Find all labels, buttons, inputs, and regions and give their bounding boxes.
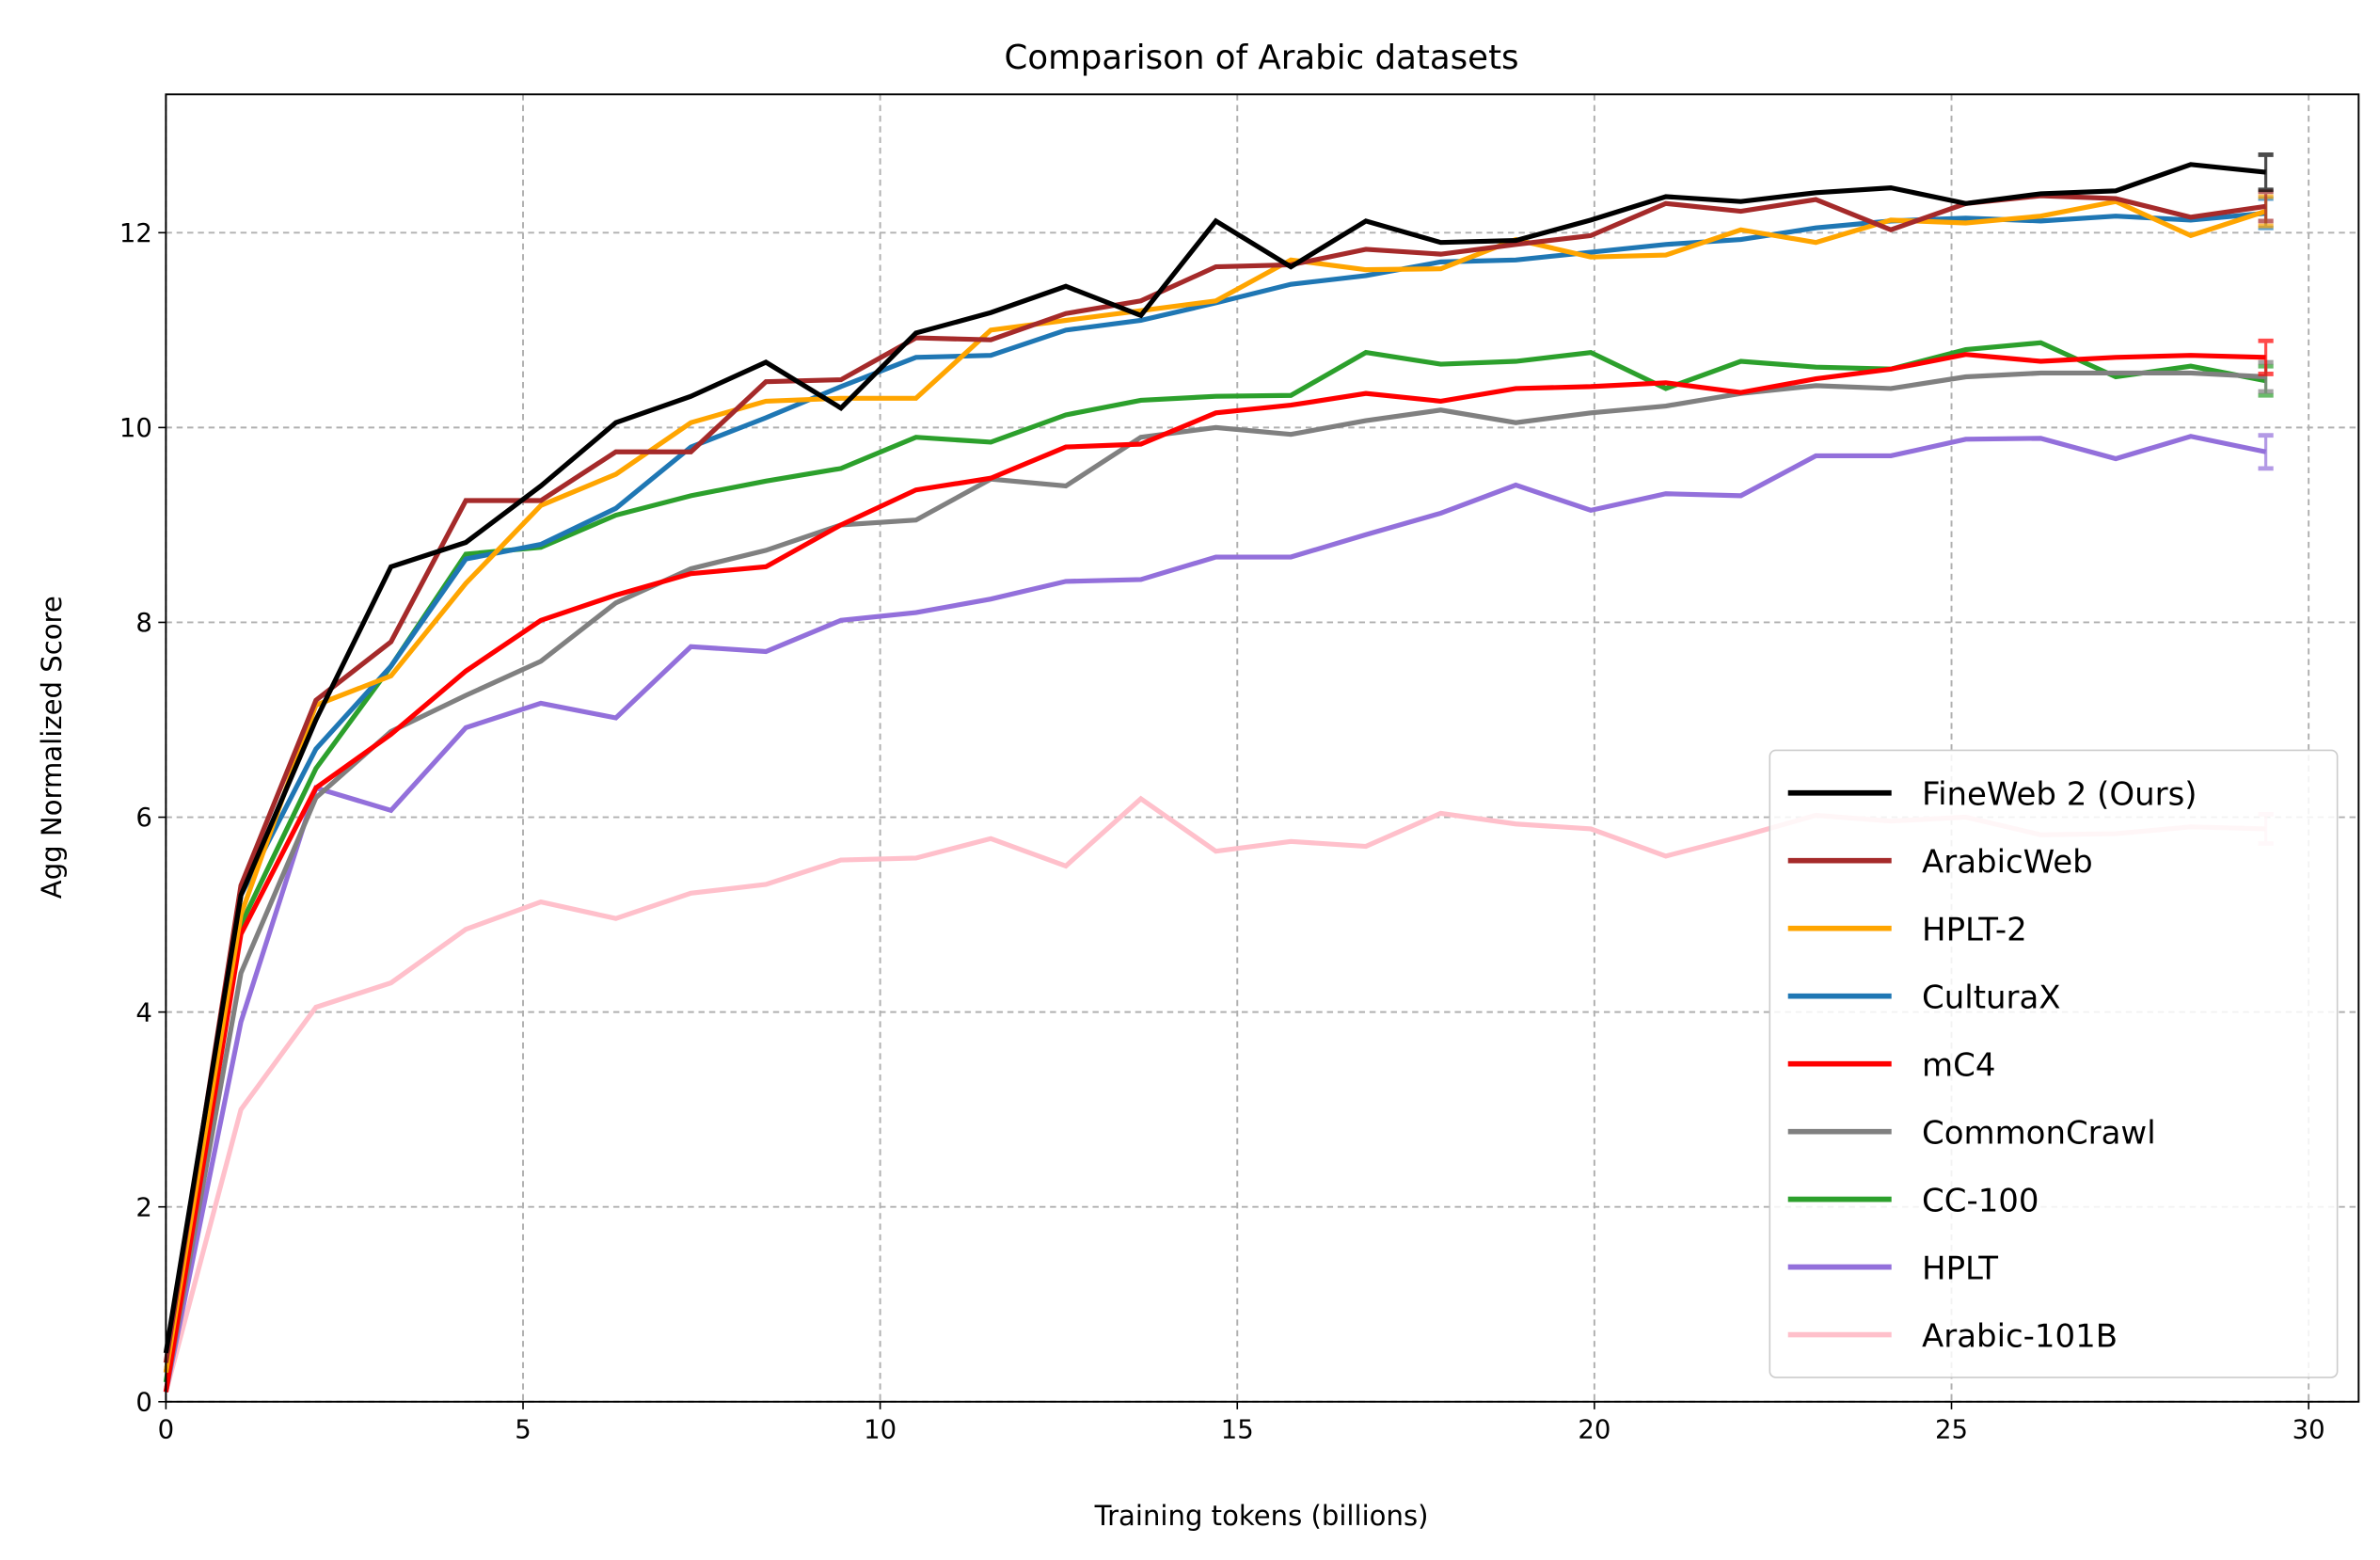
series-line-hplt xyxy=(163,434,2267,1393)
x-axis-label: Training tokens (billions) xyxy=(1094,1500,1429,1532)
y-tick-label: 10 xyxy=(119,413,152,443)
x-tick-label: 5 xyxy=(515,1415,532,1445)
legend-item: CC-100 xyxy=(1787,1183,2039,1220)
y-tick-label: 8 xyxy=(135,608,152,638)
legend-item: Arabic-101B xyxy=(1787,1318,2118,1356)
legend-item: HPLT xyxy=(1787,1250,1998,1288)
x-tick-label: 25 xyxy=(1935,1415,1968,1445)
legend-box xyxy=(1769,749,2339,1378)
series-line-fineweb-2-ours xyxy=(163,162,2266,1354)
y-tick-label: 4 xyxy=(135,997,152,1027)
legend-label: CC-100 xyxy=(1922,1183,2039,1220)
y-tick-label: 6 xyxy=(135,803,152,833)
legend: FineWeb 2 (Ours) ArabicWeb HPLT-2 CulturaX m… xyxy=(1769,749,2339,1378)
legend-label: HPLT xyxy=(1922,1250,1998,1288)
legend-label: CommonCrawl xyxy=(1922,1115,2156,1153)
series-lines xyxy=(163,152,2274,1393)
error-bar-fineweb-2-ours xyxy=(2258,152,2274,193)
error-bar-mc4 xyxy=(2258,338,2274,376)
y-tick-label: 0 xyxy=(135,1387,152,1417)
legend-label: FineWeb 2 (Ours) xyxy=(1922,776,2198,814)
y-tick-label: 12 xyxy=(119,218,152,248)
legend-label: HPLT-2 xyxy=(1922,912,2027,949)
plot-frame xyxy=(165,93,2360,1403)
ticks: 0 5 10 15 20 25 30 0 2 4 6 8 10 12 xyxy=(119,218,2325,1445)
legend-label: Arabic-101B xyxy=(1922,1318,2118,1356)
x-tick-label: 15 xyxy=(1221,1415,1254,1445)
legend-item: ArabicWeb xyxy=(1787,844,2093,882)
legend-label: CulturaX xyxy=(1922,979,2061,1017)
error-bar-hplt xyxy=(2258,433,2274,471)
legend-label: mC4 xyxy=(1922,1047,1995,1085)
series-line-arabicweb xyxy=(163,193,2266,1363)
x-tick-label: 20 xyxy=(1578,1415,1610,1445)
legend-item: CommonCrawl xyxy=(1787,1115,2156,1153)
x-tick-label: 10 xyxy=(864,1415,896,1445)
y-tick-label: 2 xyxy=(135,1192,152,1222)
series-line-mc4 xyxy=(163,352,2266,1393)
legend-item: HPLT-2 xyxy=(1787,912,2027,949)
legend-item: CulturaX xyxy=(1787,979,2061,1017)
legend-label: ArabicWeb xyxy=(1922,844,2093,882)
chart-title: Comparison of Arabic datasets xyxy=(1004,39,1518,77)
x-tick-label: 0 xyxy=(158,1415,175,1445)
legend-item: mC4 xyxy=(1787,1047,1995,1085)
series-line-commoncrawl xyxy=(163,370,2266,1393)
y-axis-label: Agg Normalized Score xyxy=(36,596,68,899)
x-tick-label: 30 xyxy=(2293,1415,2325,1445)
legend-item: FineWeb 2 (Ours) xyxy=(1787,776,2198,814)
